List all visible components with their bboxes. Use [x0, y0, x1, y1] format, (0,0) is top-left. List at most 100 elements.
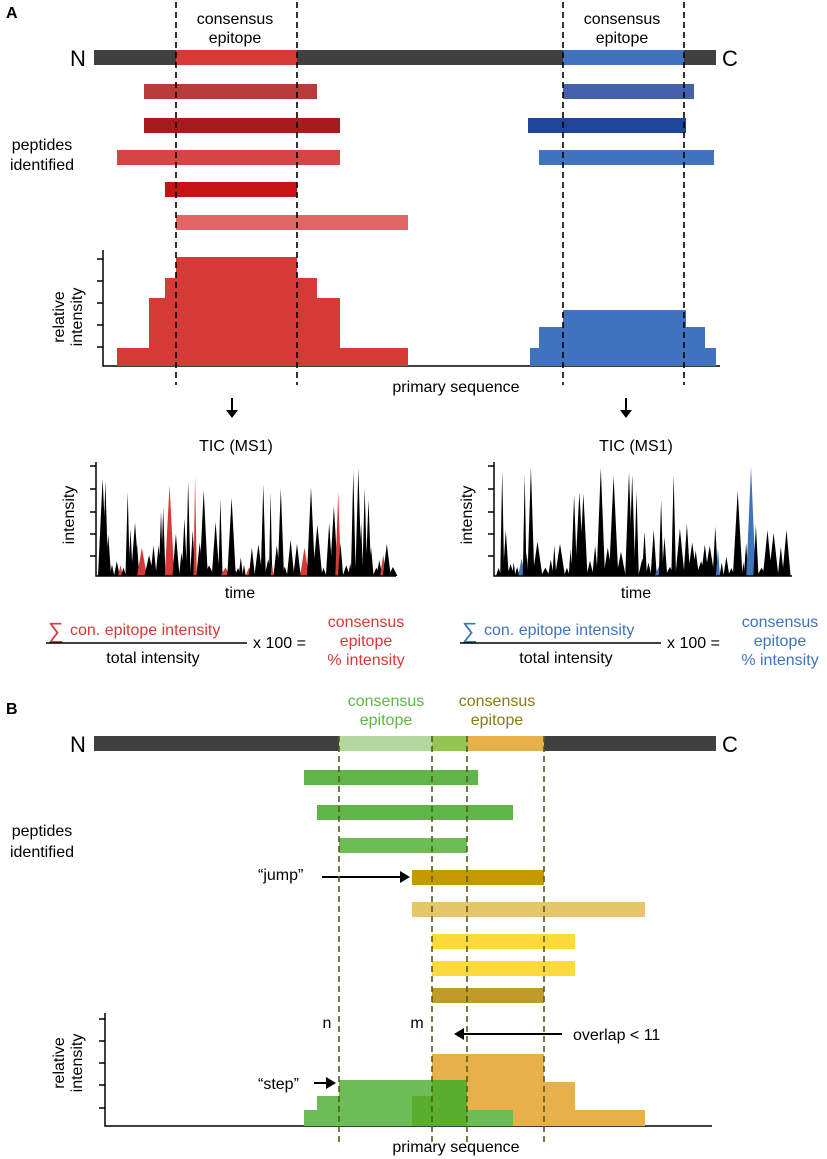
- peptide-bar-green: [317, 805, 513, 820]
- tic-time-label-left: time: [225, 585, 255, 602]
- peptide-bar-olive: [432, 988, 544, 1003]
- panel-b: B consensus epitope consensus epitope N …: [6, 693, 738, 1156]
- overlap-label: overlap < 11: [573, 1027, 660, 1044]
- tic-peak: [634, 491, 639, 576]
- tic-peak: [592, 545, 598, 576]
- tic-peak: [563, 567, 570, 576]
- primary-sequence-label-a: primary sequence: [392, 379, 519, 396]
- tic-peak: [227, 497, 236, 576]
- peptide-bar-yellow: [432, 961, 575, 976]
- tic-peak: [254, 544, 263, 576]
- tic-peak: [186, 480, 191, 576]
- peptide-bar-red: [117, 150, 340, 165]
- tic-peak: [211, 521, 220, 576]
- tic-peak: [293, 543, 301, 576]
- tic-peak: [502, 530, 509, 576]
- tic-peak: [260, 484, 266, 576]
- tic-peak: [362, 488, 368, 576]
- tic-chart-right: [496, 466, 791, 576]
- panel-a-label: A: [6, 5, 18, 22]
- tic-peak: [365, 499, 372, 576]
- tic-peak-highlight: [118, 565, 123, 576]
- peptide-bar-blue: [528, 118, 686, 133]
- tic-peak: [762, 530, 772, 576]
- primary-sequence-label-b: primary sequence: [392, 1139, 519, 1156]
- tic-peak-highlight: [715, 548, 720, 576]
- tic-peak: [128, 528, 133, 576]
- intensity-profile-gold: [432, 1054, 645, 1126]
- tic-peak: [527, 467, 535, 576]
- left-arrow-icon: [454, 1028, 562, 1040]
- tic-peak: [496, 567, 502, 576]
- consensus-boundary-lines-b: [338, 736, 545, 1144]
- c-terminus-label-a: C: [722, 46, 738, 71]
- formula-result-left-line2: epitope: [340, 633, 393, 650]
- tic-peak-highlight: [300, 547, 309, 576]
- tic-peak: [586, 560, 594, 576]
- formula-multiplier-left: x 100 =: [253, 635, 306, 652]
- tic-peak: [645, 562, 652, 576]
- tic-peak: [661, 537, 668, 576]
- tic-peak: [312, 524, 323, 576]
- peptide-bar-blue: [563, 84, 694, 99]
- tic-peak: [114, 561, 120, 576]
- n-terminus-label-a: N: [70, 46, 86, 71]
- consensus-label-green-line2: epitope: [360, 712, 413, 729]
- sigma-icon: ∑: [462, 618, 478, 643]
- peptides-label-b-line2: identified: [10, 844, 74, 861]
- tic-chart-left: [98, 468, 398, 576]
- tic-axes-left: [95, 462, 396, 577]
- relative-intensity-label-a-line1: relative: [51, 291, 68, 343]
- tic-title-right: TIC (MS1): [599, 438, 673, 455]
- tic-peak: [642, 531, 647, 576]
- formula-result-left-line1: consensus: [328, 614, 405, 631]
- tic-peak: [768, 532, 779, 576]
- consensus-label-green-line1: consensus: [348, 693, 425, 710]
- consensus-boundary-lines-a: [175, 2, 685, 385]
- tic-peak: [359, 522, 364, 576]
- peptide-bar-green: [304, 770, 478, 785]
- tic-peak: [671, 474, 676, 576]
- tic-peak: [658, 499, 664, 576]
- formula-result-left-line3: % intensity: [327, 652, 404, 669]
- tic-peak: [150, 545, 157, 576]
- relative-intensity-label-a-line2: intensity: [69, 288, 86, 347]
- tic-peak: [609, 476, 619, 576]
- tic-peak: [616, 551, 626, 576]
- tic-ticks-right: [488, 465, 494, 557]
- tic-peak: [680, 553, 685, 576]
- consensus-label-left-line1: consensus: [197, 11, 274, 28]
- tic-peak: [500, 470, 505, 576]
- consensus-label-left-line2: epitope: [209, 30, 262, 47]
- peptides-label-a-line2: identified: [10, 157, 74, 174]
- formula-numerator-left: con. epitope intensity: [70, 622, 220, 639]
- formula-result-right-line2: epitope: [754, 633, 807, 650]
- n-terminus-label-b: N: [70, 732, 86, 757]
- sigma-icon: ∑: [48, 618, 64, 643]
- tic-peak: [712, 526, 718, 576]
- formula-result-right-line1: consensus: [742, 614, 819, 631]
- tic-peak: [282, 566, 288, 576]
- tic-peak: [683, 523, 691, 576]
- c-terminus-label-b: C: [722, 732, 738, 757]
- tic-peak: [719, 562, 724, 576]
- tic-peak: [218, 499, 223, 576]
- consensus-label-olive-line1: consensus: [459, 693, 536, 710]
- tic-peak: [723, 556, 730, 576]
- tic-peak: [286, 539, 295, 576]
- tic-peak: [105, 534, 112, 576]
- tic-peak: [512, 562, 516, 576]
- tic-peak: [242, 564, 246, 576]
- tic-peak: [525, 552, 529, 576]
- down-arrow-icon: [620, 398, 632, 418]
- tic-peak: [732, 490, 743, 576]
- tic-peak: [269, 492, 273, 576]
- jump-label: “jump”: [258, 867, 303, 884]
- tic-peak: [522, 474, 527, 576]
- right-arrow-icon: [314, 1077, 336, 1089]
- tic-peak: [355, 468, 362, 576]
- peptide-bar-green: [339, 838, 467, 853]
- tic-peak: [753, 525, 759, 576]
- down-arrow-icon: [226, 398, 238, 418]
